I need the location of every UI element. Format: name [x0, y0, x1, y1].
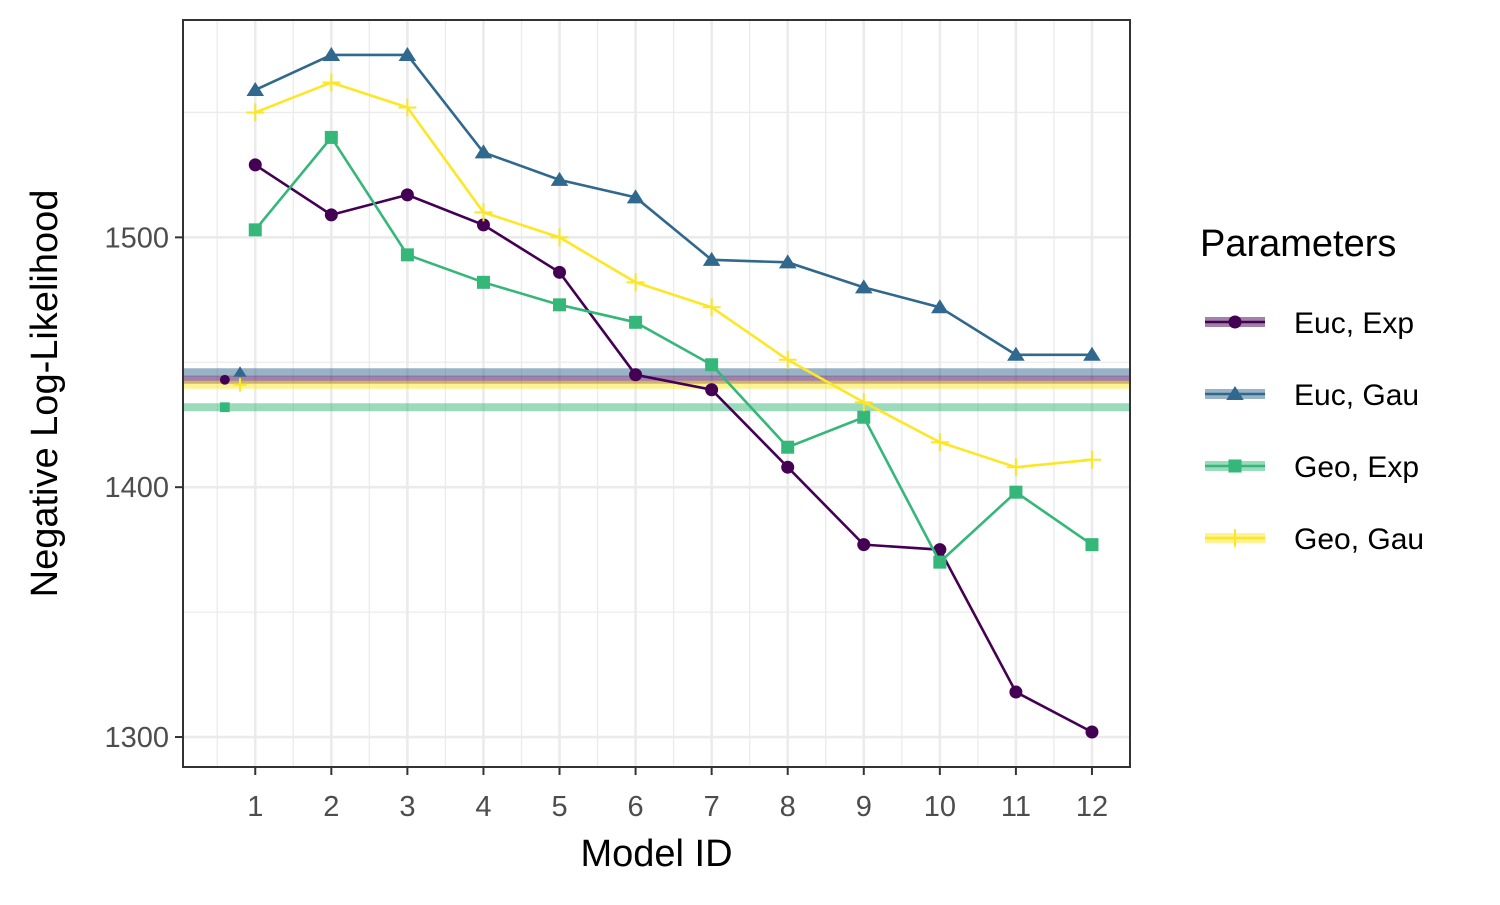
point-marker [854, 279, 873, 294]
point-marker [857, 538, 871, 552]
point-marker [781, 440, 795, 454]
x-tick-label: 7 [704, 791, 720, 823]
point-marker [398, 46, 417, 61]
point-marker [398, 98, 417, 117]
point-marker [476, 218, 490, 232]
legend-item-geoexp: Geo, Exp [1205, 451, 1419, 484]
series-geoexp [248, 130, 1099, 569]
point-marker [246, 81, 265, 96]
y-tick-label: 1500 [104, 222, 169, 254]
point-marker [629, 315, 643, 329]
point-marker [550, 171, 569, 186]
point-marker [400, 188, 414, 202]
point-marker [1009, 685, 1023, 699]
y-tick-label: 1300 [104, 722, 169, 754]
point-marker [1006, 458, 1025, 477]
legend-items: Euc, Exp Euc, Gau Geo, Exp Geo, Gau [1205, 307, 1424, 556]
series-eucgau [246, 46, 1101, 361]
point-marker [1009, 485, 1023, 499]
point-marker [1085, 538, 1099, 552]
point-marker [322, 46, 341, 61]
x-tick-label: 11 [1001, 791, 1031, 823]
legend-label: Geo, Gau [1294, 523, 1424, 556]
point-marker [476, 275, 490, 289]
x-tick-label: 5 [551, 791, 567, 823]
point-marker [705, 383, 719, 397]
point-marker [233, 378, 247, 392]
series-geogau [246, 73, 1101, 477]
x-tick-label: 8 [780, 791, 796, 823]
point-marker [930, 433, 949, 452]
point-marker [474, 203, 493, 222]
point-marker [781, 460, 795, 474]
x-tick-label: 2 [323, 791, 339, 823]
x-tick-label: 1 [247, 791, 263, 823]
point-marker [1226, 529, 1244, 547]
x-tick-label: 9 [856, 791, 872, 823]
point-marker [931, 299, 949, 314]
point-marker [933, 555, 947, 569]
legend-item-eucgau: Euc, Gau [1205, 379, 1419, 412]
point-marker [553, 298, 567, 312]
x-axis-title: Model ID [580, 833, 732, 875]
point-marker [854, 393, 873, 412]
point-marker [1082, 450, 1101, 469]
legend-label: Euc, Exp [1294, 307, 1414, 340]
series-lines [246, 46, 1101, 739]
point-marker [778, 254, 797, 269]
point-marker [1085, 725, 1099, 739]
series-line [254, 53, 1092, 357]
point-marker [626, 189, 645, 204]
point-marker [702, 298, 721, 317]
point-marker [233, 366, 247, 377]
point-marker [322, 73, 341, 92]
point-marker [705, 358, 719, 372]
point-marker [474, 144, 493, 159]
point-marker [702, 251, 721, 266]
point-marker [933, 543, 947, 557]
series-line [254, 135, 1093, 565]
y-tick-label: 1400 [104, 472, 169, 504]
point-marker [626, 273, 645, 292]
point-marker [553, 265, 567, 279]
legend-label: Geo, Exp [1294, 451, 1419, 484]
point-marker [857, 410, 871, 424]
panel-border [182, 19, 1131, 768]
legend-label: Euc, Gau [1294, 379, 1419, 412]
legend: Parameters Euc, Exp Euc, Gau Geo, Exp Geo, … [1200, 223, 1424, 556]
series-line [254, 81, 1093, 469]
grid [183, 20, 1131, 767]
point-marker [219, 402, 230, 413]
point-marker [1226, 386, 1244, 400]
point-marker [1007, 346, 1025, 361]
point-marker [778, 350, 797, 369]
point-marker [248, 223, 262, 237]
point-marker [550, 228, 569, 247]
point-marker [1228, 459, 1242, 473]
x-tick-label: 10 [924, 791, 956, 823]
x-tick-label: 12 [1076, 791, 1108, 823]
point-marker [248, 158, 262, 172]
series-eucexp [248, 158, 1099, 739]
legend-item-eucexp: Euc, Exp [1205, 307, 1414, 340]
point-marker [1083, 346, 1101, 361]
x-tick-label: 6 [628, 791, 644, 823]
point-marker [246, 103, 265, 122]
x-tick-label: 3 [399, 791, 415, 823]
baseline-bands [184, 366, 1129, 413]
point-marker [324, 130, 338, 144]
x-tick-label: 4 [475, 791, 491, 823]
y-axis-title: Negative Log-Likelihood [24, 190, 66, 598]
point-marker [324, 208, 338, 222]
point-marker [629, 368, 643, 382]
point-marker [1228, 315, 1242, 329]
legend-title: Parameters [1200, 223, 1396, 265]
point-marker [400, 248, 414, 262]
legend-item-geogau: Geo, Gau [1205, 523, 1424, 556]
series-line [254, 163, 1093, 734]
point-marker [219, 374, 230, 385]
